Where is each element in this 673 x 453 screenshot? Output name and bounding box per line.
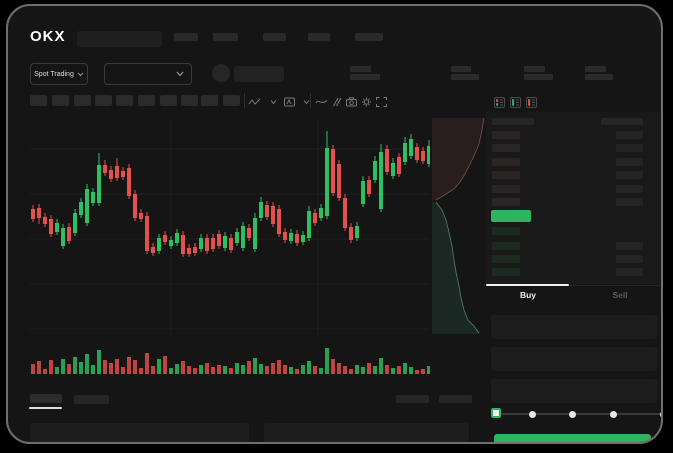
ask-price-bar[interactable] (492, 158, 520, 166)
ask-amount-bar (616, 158, 643, 166)
ask-amount-bar (616, 198, 643, 206)
slider-track (497, 413, 661, 415)
bid-price-bar[interactable] (492, 255, 520, 263)
order-input[interactable] (491, 347, 657, 371)
chevron-down-icon (176, 71, 184, 77)
slider-dot[interactable] (529, 411, 536, 418)
chevron-down-icon (77, 72, 84, 76)
tab-divider (486, 285, 661, 286)
timeframe-button[interactable] (138, 95, 155, 106)
bid-price-bar[interactable] (492, 268, 520, 276)
indicators-icon[interactable] (283, 95, 296, 107)
toolbar-divider (244, 93, 245, 108)
orderbook-header-bar (601, 118, 643, 125)
candle-style-icon[interactable] (248, 95, 261, 107)
ticker-stat-label (350, 66, 371, 72)
order-input[interactable] (491, 315, 657, 339)
ask-price-bar[interactable] (492, 144, 520, 152)
timeframe-button[interactable] (201, 95, 218, 106)
bottom-tab[interactable] (30, 394, 62, 403)
nav-item[interactable] (174, 33, 198, 41)
ask-price-bar[interactable] (492, 198, 520, 206)
timeframe-button[interactable] (52, 95, 69, 106)
slider-handle[interactable] (491, 408, 501, 418)
bottom-action[interactable] (396, 395, 429, 403)
buy-tab-indicator (486, 284, 569, 286)
okx-logo[interactable]: OKX (30, 28, 66, 45)
bid-amount-bar (616, 268, 643, 276)
order-input[interactable] (491, 379, 657, 403)
ticker-stat-label (524, 66, 545, 72)
toolbar-divider (310, 93, 311, 108)
camera-icon[interactable] (345, 95, 358, 107)
book-bids-icon[interactable] (510, 95, 521, 108)
bid-price-bar[interactable] (492, 227, 520, 235)
nav-item[interactable] (355, 33, 383, 41)
candlestick-chart[interactable] (30, 114, 430, 378)
ask-amount-bar (616, 131, 643, 139)
timeframe-button[interactable] (95, 95, 112, 106)
account-placeholder[interactable] (234, 66, 284, 82)
bid-amount-bar (616, 242, 643, 250)
ticker-stat-value (451, 74, 479, 80)
tab-buy[interactable]: Buy (519, 290, 537, 300)
bottom-panel (264, 423, 469, 442)
bottom-panel (30, 423, 249, 442)
market-type-selector[interactable]: Spot Trading (30, 63, 88, 85)
timeframe-button[interactable] (30, 95, 47, 106)
ticker-stat-value (524, 74, 553, 80)
slider-dot[interactable] (660, 411, 661, 418)
timeframe-button[interactable] (74, 95, 91, 106)
pair-selector-dropdown[interactable] (104, 63, 192, 85)
bid-price-bar[interactable] (492, 242, 520, 250)
book-both-icon[interactable] (494, 95, 505, 108)
book-asks-icon[interactable] (526, 95, 537, 108)
chevron-down-icon[interactable] (267, 95, 280, 107)
ticker-stat-value (350, 74, 380, 80)
nav-item[interactable] (308, 33, 330, 41)
chevron-down-icon[interactable] (300, 95, 313, 107)
user-avatar[interactable] (212, 64, 230, 82)
ask-amount-bar (616, 171, 643, 179)
header-search-placeholder[interactable] (77, 31, 162, 47)
timeframe-button[interactable] (160, 95, 177, 106)
ticker-stat-value (585, 74, 613, 80)
bottom-action[interactable] (439, 395, 472, 403)
timeframe-button[interactable] (116, 95, 133, 106)
nav-item[interactable] (263, 33, 286, 41)
orderbook-header-bar (492, 118, 534, 125)
bottom-tab[interactable] (74, 395, 109, 404)
slider-dot[interactable] (569, 411, 576, 418)
ticker-stat-label (585, 66, 606, 72)
ask-price-bar[interactable] (492, 185, 520, 193)
ask-price-bar[interactable] (492, 171, 520, 179)
depth-chart (432, 117, 485, 334)
slider-dot[interactable] (610, 411, 617, 418)
last-price-bar (491, 210, 531, 222)
settings-gear-icon[interactable] (360, 95, 373, 107)
timeframe-button[interactable] (181, 95, 198, 106)
buy-submit-button[interactable] (494, 434, 651, 442)
tab-sell[interactable]: Sell (612, 290, 628, 300)
market-type-label: Spot Trading (34, 70, 74, 78)
ask-amount-bar (616, 144, 643, 152)
ask-price-bar[interactable] (492, 131, 520, 139)
timeframe-button[interactable] (223, 95, 240, 106)
ticker-stat-label (451, 66, 471, 72)
app-window: OKX Spot Trading B (6, 4, 663, 444)
bid-amount-bar (616, 255, 643, 263)
nav-item[interactable] (213, 33, 238, 41)
fullscreen-icon[interactable] (375, 95, 388, 107)
active-tab-indicator (29, 407, 62, 409)
line-tool-icon[interactable] (315, 95, 328, 107)
compare-icon[interactable] (330, 95, 343, 107)
ask-amount-bar (616, 185, 643, 193)
